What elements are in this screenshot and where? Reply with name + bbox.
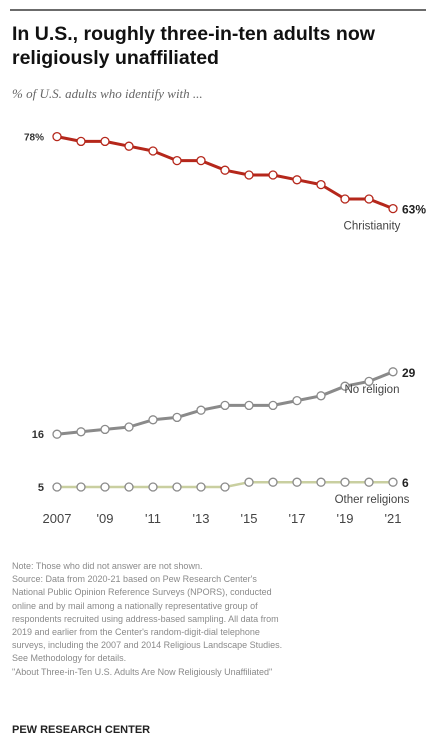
- footnote-line: online and by mail among a nationally re…: [12, 600, 258, 611]
- data-point: [340, 477, 350, 487]
- start-value-label: 16: [32, 429, 44, 441]
- footnote-line: respondents recruited using address-base…: [12, 613, 279, 624]
- data-point: [268, 170, 278, 180]
- data-point: [388, 367, 398, 377]
- data-point: [364, 477, 374, 487]
- chart-subtitle: % of U.S. adults who identify with ...: [12, 86, 203, 101]
- data-point: [196, 155, 206, 166]
- x-tick-label: 2007: [43, 511, 72, 526]
- data-point: [220, 165, 230, 175]
- data-point: [220, 482, 230, 492]
- data-point: [196, 405, 206, 415]
- data-point: [172, 412, 182, 423]
- footnote: Note: Those who did not answer are not s…: [12, 560, 427, 679]
- x-tick-label: '17: [289, 511, 306, 526]
- data-point: [52, 429, 62, 439]
- data-point: [316, 477, 326, 487]
- series-name-label: Other religions: [335, 494, 410, 506]
- x-tick-label: '09: [97, 511, 114, 526]
- data-point: [292, 175, 302, 185]
- data-point: [148, 415, 158, 425]
- top-rule: [10, 9, 426, 11]
- data-point: [316, 179, 326, 190]
- data-point: [52, 482, 62, 492]
- x-tick-label: '21: [385, 511, 402, 526]
- data-point: [364, 376, 374, 387]
- data-point: [172, 482, 182, 492]
- x-tick-label: '13: [193, 511, 210, 526]
- data-point: [292, 395, 302, 406]
- footnote-line: surveys, including the 2007 and 2014 Rel…: [12, 640, 283, 651]
- footnote-line: Source: Data from 2020-21 based on Pew R…: [12, 574, 257, 585]
- data-point: [340, 194, 350, 204]
- footnote-line: "About Three-in-Ten U.S. Adults Are Now …: [12, 666, 273, 677]
- data-point: [76, 427, 86, 437]
- data-point: [124, 482, 134, 492]
- x-tick-label: '19: [337, 511, 354, 526]
- data-point: [148, 482, 158, 492]
- data-point: [244, 477, 254, 487]
- data-point: [148, 146, 158, 156]
- footnote-line: Note: Those who did not answer are not s…: [12, 561, 203, 571]
- footnote-line: 2019 and earlier from the Center's rando…: [12, 627, 260, 638]
- end-value-label: 6: [402, 476, 409, 490]
- data-point: [268, 477, 278, 487]
- data-point: [268, 400, 278, 411]
- series-name-label: Christianity: [344, 221, 401, 233]
- footnote-line: National Public Opinion Reference Survey…: [12, 587, 272, 598]
- data-point: [244, 170, 254, 180]
- end-value-label: 63%: [402, 203, 426, 217]
- chart-title: In U.S., roughly three-in-ten adults now…: [12, 23, 375, 69]
- data-point: [220, 400, 230, 411]
- data-point: [292, 477, 302, 487]
- data-point: [196, 482, 206, 492]
- data-point: [124, 422, 134, 432]
- end-value-label: 29: [402, 366, 416, 380]
- source-organization: PEW RESEARCH CENTER: [12, 724, 151, 736]
- data-point: [76, 482, 86, 492]
- data-point: [100, 424, 110, 435]
- data-point: [388, 203, 398, 214]
- series-name-label: No religion: [345, 384, 400, 396]
- data-point: [364, 194, 374, 204]
- footnote-line: See Methodology for details.: [12, 653, 127, 664]
- data-point: [100, 482, 110, 492]
- start-value-label: 78%: [24, 133, 44, 144]
- x-tick-label: '15: [241, 511, 258, 526]
- data-point: [388, 477, 398, 487]
- x-tick-label: '11: [145, 511, 161, 526]
- data-point: [100, 136, 110, 147]
- data-point: [244, 400, 254, 411]
- data-point: [76, 136, 86, 147]
- data-point: [52, 131, 62, 142]
- data-point: [340, 381, 350, 391]
- data-point: [172, 155, 182, 166]
- data-point: [316, 391, 326, 401]
- start-value-label: 5: [38, 482, 44, 494]
- data-point: [124, 141, 134, 151]
